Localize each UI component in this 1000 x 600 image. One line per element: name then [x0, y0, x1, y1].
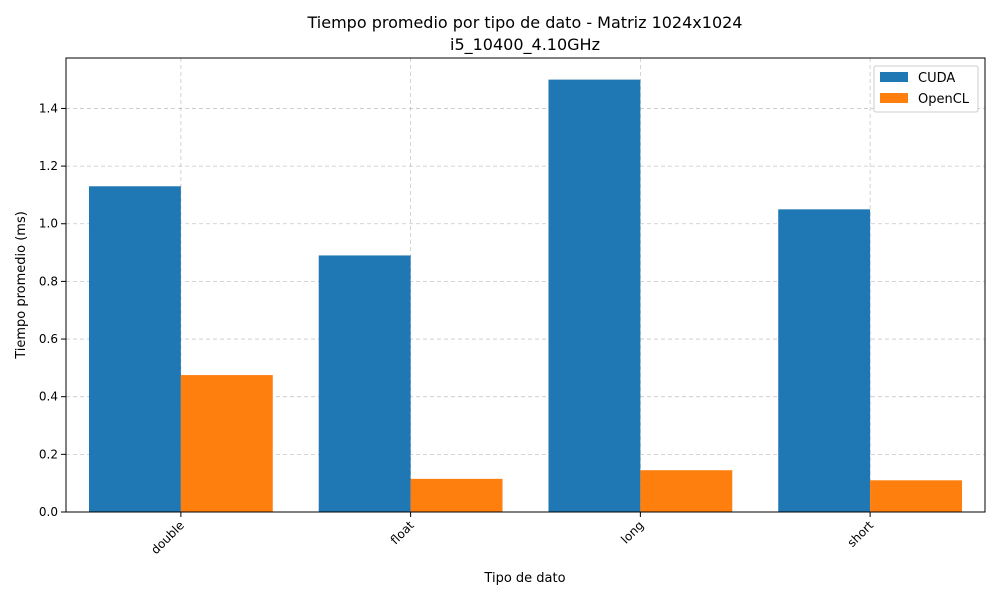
legend-swatch-opencl [880, 93, 908, 103]
legend-label-cuda: CUDA [918, 71, 955, 86]
x-axis-label: Tipo de dato [483, 571, 565, 586]
bar-cuda-long [548, 79, 641, 512]
y-tick-label: 0.6 [39, 332, 58, 346]
plot-area-frame [65, 57, 986, 513]
legend: CUDA OpenCL [873, 65, 979, 113]
x-tick-label: double [148, 518, 187, 557]
bar-cuda-short [778, 209, 871, 513]
y-tick-label: 1.2 [39, 159, 58, 173]
y-tick-label: 1.4 [39, 101, 58, 115]
x-tick-label: float [388, 518, 417, 547]
y-axis-label: Tiempo promedio (ms) [14, 211, 29, 360]
y-tick-label: 1.0 [39, 217, 58, 231]
bar-opencl-double [180, 375, 273, 512]
x-axis-ticks: double float long short [148, 512, 876, 557]
x-tick-label: long [618, 518, 646, 546]
x-tick-label: short [845, 518, 877, 550]
chart-subtitle: i5_10400_4.10GHz [450, 35, 600, 55]
bar-opencl-long [640, 470, 733, 512]
y-tick-label: 0.4 [39, 390, 58, 404]
chart-title: Tiempo promedio por tipo de dato - Matri… [307, 13, 743, 32]
y-axis-ticks: 0.0 0.2 0.4 0.6 0.8 1.0 1.2 1.4 [39, 101, 66, 519]
bar-opencl-float [410, 478, 503, 512]
bars [88, 79, 963, 513]
y-tick-label: 0.2 [39, 447, 58, 461]
bar-cuda-float [318, 255, 411, 512]
y-tick-label: 0.8 [39, 274, 58, 288]
legend-swatch-cuda [880, 72, 908, 82]
bar-opencl-short [870, 480, 963, 512]
bar-cuda-double [88, 186, 181, 512]
legend-label-opencl: OpenCL [918, 92, 970, 107]
y-tick-label: 0.0 [39, 505, 58, 519]
